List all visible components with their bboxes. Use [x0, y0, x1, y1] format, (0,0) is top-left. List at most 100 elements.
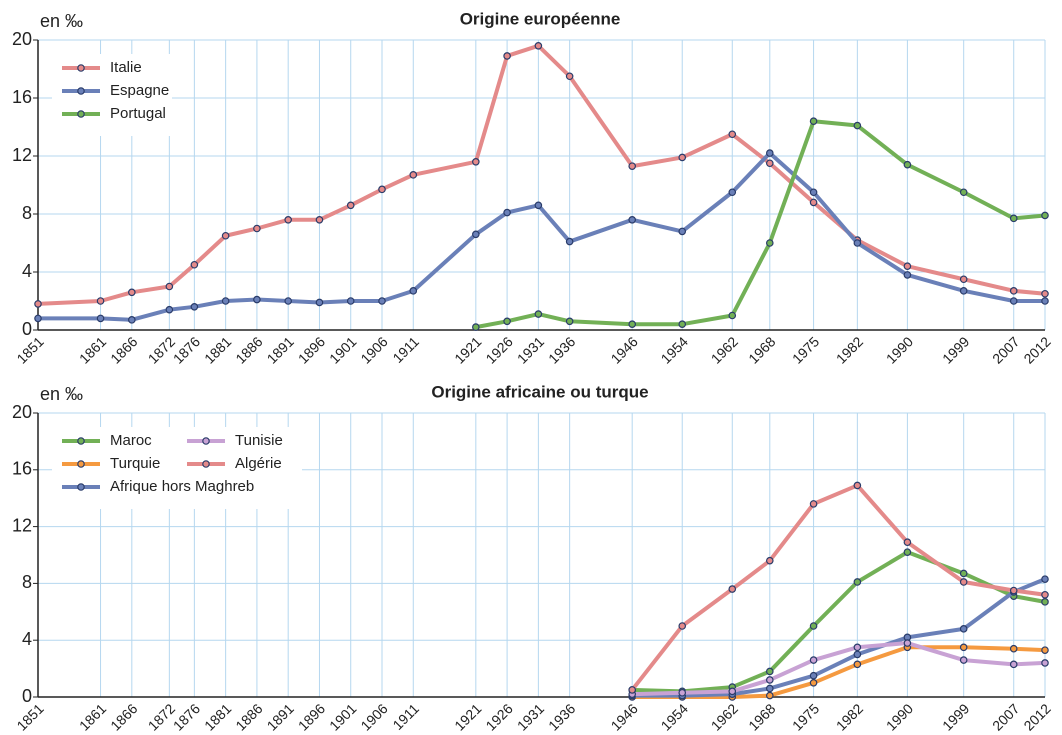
data-point	[534, 201, 543, 210]
data-point	[503, 317, 511, 326]
data-point	[809, 198, 818, 207]
data-point	[678, 320, 687, 329]
chart-title: Origine africaine ou turque	[431, 382, 648, 401]
chart-title: Origine européenne	[460, 9, 621, 28]
data-point	[472, 323, 480, 331]
data-point	[96, 297, 105, 305]
x-tick-label: 1975	[789, 700, 822, 733]
data-point	[565, 72, 574, 81]
data-point	[853, 660, 862, 669]
x-tick-label: 1954	[658, 700, 691, 733]
x-tick-label: 1982	[833, 700, 866, 733]
data-point	[809, 622, 818, 630]
series-line	[38, 151, 1045, 322]
legend-marker	[77, 483, 85, 491]
y-axis-label: en ‰	[40, 11, 83, 31]
x-tick-label: 1866	[107, 700, 140, 733]
x-tick-label: 1931	[514, 333, 547, 366]
legend-marker	[77, 437, 85, 445]
legend-label: Tunisie	[235, 432, 283, 449]
data-point	[678, 622, 687, 630]
data-point	[959, 625, 968, 633]
data-point	[96, 314, 105, 323]
data-point	[1009, 586, 1018, 595]
data-point	[503, 208, 511, 217]
x-tick-label: 2007	[989, 333, 1022, 366]
x-tick-label: 1901	[326, 333, 359, 366]
data-point	[378, 185, 386, 194]
x-tick-label: 1896	[295, 333, 328, 366]
y-tick-label: 12	[12, 145, 32, 165]
data-point	[628, 162, 636, 170]
data-point	[165, 305, 174, 314]
data-point	[809, 656, 818, 664]
data-point	[1041, 659, 1049, 667]
x-tick-label: 1876	[170, 333, 203, 366]
legend-label: Algérie	[235, 455, 282, 472]
data-point	[853, 650, 862, 659]
legend-label: Italie	[110, 59, 142, 76]
data-point	[765, 667, 774, 676]
data-point	[903, 271, 912, 279]
x-tick-label: 1921	[451, 700, 484, 733]
data-point	[190, 302, 199, 311]
data-point	[284, 297, 292, 305]
data-point	[628, 320, 636, 329]
data-point	[378, 297, 386, 305]
data-point	[34, 300, 42, 308]
y-tick-label: 8	[22, 572, 32, 592]
x-tick-label: 1946	[608, 333, 641, 366]
data-point	[34, 314, 42, 323]
x-tick-label: 1926	[482, 333, 515, 366]
x-tick-label: 1936	[545, 700, 578, 733]
data-point	[853, 239, 862, 247]
x-tick-label: 1886	[232, 700, 265, 733]
data-point	[1041, 211, 1049, 220]
x-tick-label: 2012	[1020, 700, 1053, 733]
x-tick-label: 1954	[658, 333, 691, 366]
data-point	[472, 230, 480, 239]
x-tick-label: 1906	[357, 700, 390, 733]
x-tick-label: 1872	[145, 700, 178, 733]
data-point	[165, 282, 174, 291]
x-tick-label: 1886	[232, 333, 265, 366]
data-point	[1009, 660, 1018, 669]
y-tick-label: 16	[12, 87, 32, 107]
data-point	[346, 201, 355, 210]
series-line	[632, 577, 1046, 698]
data-point	[959, 569, 968, 578]
data-point	[128, 288, 136, 297]
x-tick-label: 1975	[789, 333, 822, 366]
data-point	[1041, 646, 1049, 654]
x-tick-label: 1962	[708, 333, 741, 366]
data-point	[765, 676, 774, 684]
x-tick-label: 1999	[939, 700, 972, 733]
data-point	[221, 297, 230, 305]
data-point	[809, 117, 818, 126]
data-point	[678, 688, 687, 697]
data-point	[903, 538, 912, 547]
y-tick-label: 4	[22, 629, 32, 649]
x-tick-label: 1962	[708, 700, 741, 733]
data-point	[959, 643, 968, 652]
legend-label: Afrique hors Maghreb	[110, 478, 254, 495]
data-point	[809, 188, 818, 197]
data-point	[765, 239, 774, 247]
data-point	[959, 188, 968, 197]
data-point	[1009, 644, 1018, 653]
x-tick-label: 1881	[201, 700, 234, 733]
legend-marker	[77, 460, 85, 468]
data-point	[853, 578, 862, 586]
data-point	[253, 295, 261, 304]
x-tick-label: 1968	[745, 333, 778, 366]
x-tick-label: 1931	[514, 700, 547, 733]
x-tick-label: 1999	[939, 333, 972, 366]
x-tick-label: 1968	[745, 700, 778, 733]
y-tick-label: 0	[22, 319, 32, 339]
x-tick-label: 1891	[264, 333, 297, 366]
x-tick-label: 1872	[145, 333, 178, 366]
data-point	[1009, 287, 1018, 295]
data-point	[1041, 598, 1049, 606]
legend-marker	[77, 110, 85, 118]
data-point	[903, 262, 912, 271]
